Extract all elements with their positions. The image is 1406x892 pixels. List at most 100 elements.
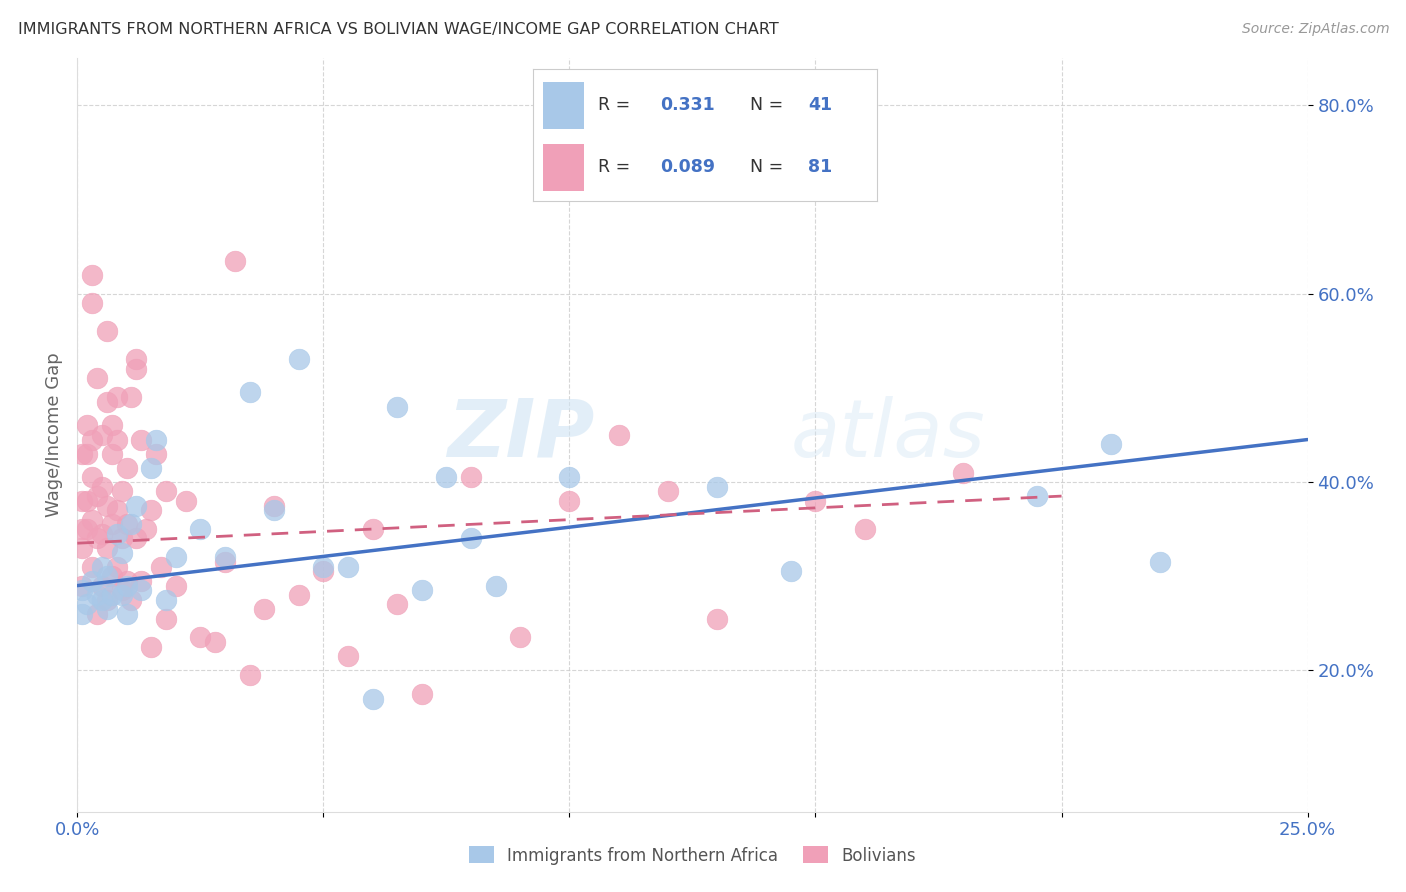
Point bbox=[90, 526, 114, 541]
Point bbox=[121, 517, 143, 532]
Point bbox=[214, 550, 236, 565]
Point bbox=[105, 526, 128, 541]
Point bbox=[263, 499, 285, 513]
Point bbox=[111, 484, 132, 499]
Point bbox=[385, 400, 409, 414]
Point bbox=[96, 569, 118, 583]
Point bbox=[105, 390, 128, 404]
Point bbox=[129, 583, 153, 598]
Point bbox=[105, 433, 128, 447]
Point bbox=[101, 517, 124, 532]
Point bbox=[1099, 437, 1122, 451]
Point bbox=[165, 579, 187, 593]
Point bbox=[361, 691, 384, 706]
Point bbox=[90, 592, 114, 607]
Point bbox=[509, 631, 531, 645]
Point bbox=[111, 546, 132, 560]
Point bbox=[86, 489, 108, 503]
Point bbox=[558, 493, 581, 508]
Legend: Immigrants from Northern Africa, Bolivians: Immigrants from Northern Africa, Bolivia… bbox=[463, 839, 922, 871]
Point bbox=[204, 635, 226, 649]
Point bbox=[141, 503, 163, 517]
Point bbox=[70, 607, 93, 621]
Point bbox=[82, 268, 104, 282]
Point bbox=[105, 559, 128, 574]
Point bbox=[337, 559, 360, 574]
Point bbox=[239, 668, 262, 682]
Point bbox=[101, 569, 124, 583]
Point bbox=[111, 583, 132, 598]
Point bbox=[115, 574, 138, 588]
Point bbox=[155, 592, 177, 607]
Point bbox=[1149, 555, 1171, 569]
Point bbox=[115, 607, 138, 621]
Point bbox=[82, 513, 104, 527]
Point bbox=[96, 592, 118, 607]
Point bbox=[804, 493, 827, 508]
Point bbox=[125, 499, 148, 513]
Point bbox=[115, 460, 138, 475]
Point bbox=[129, 433, 153, 447]
Point bbox=[86, 371, 108, 385]
Point bbox=[70, 522, 93, 536]
Point bbox=[657, 484, 679, 499]
Point bbox=[141, 460, 163, 475]
Point bbox=[82, 433, 104, 447]
Point bbox=[86, 588, 108, 602]
Point bbox=[706, 611, 728, 625]
Point bbox=[76, 598, 98, 612]
Point bbox=[253, 602, 276, 616]
Point bbox=[82, 559, 104, 574]
Point bbox=[135, 522, 157, 536]
Point bbox=[90, 480, 114, 494]
Point bbox=[101, 588, 124, 602]
Point bbox=[853, 522, 876, 536]
Point bbox=[96, 395, 118, 409]
Point bbox=[70, 583, 93, 598]
Point bbox=[411, 583, 433, 598]
Point bbox=[141, 640, 163, 654]
Point bbox=[90, 428, 114, 442]
Point bbox=[706, 480, 728, 494]
Point bbox=[70, 447, 93, 461]
Point bbox=[214, 555, 236, 569]
Point bbox=[101, 447, 124, 461]
Point bbox=[76, 493, 98, 508]
Point bbox=[145, 433, 167, 447]
Point bbox=[385, 598, 409, 612]
Point bbox=[460, 470, 482, 484]
Point bbox=[90, 559, 114, 574]
Point bbox=[188, 631, 212, 645]
Point bbox=[115, 517, 138, 532]
Point bbox=[436, 470, 458, 484]
Point bbox=[607, 428, 630, 442]
Point bbox=[121, 592, 143, 607]
Point bbox=[82, 470, 104, 484]
Point bbox=[174, 493, 197, 508]
Text: IMMIGRANTS FROM NORTHERN AFRICA VS BOLIVIAN WAGE/INCOME GAP CORRELATION CHART: IMMIGRANTS FROM NORTHERN AFRICA VS BOLIV… bbox=[18, 22, 779, 37]
Point bbox=[125, 352, 148, 367]
Point bbox=[86, 607, 108, 621]
Point bbox=[76, 447, 98, 461]
Point bbox=[105, 503, 128, 517]
Point bbox=[361, 522, 384, 536]
Point bbox=[145, 447, 167, 461]
Point bbox=[96, 324, 118, 338]
Point bbox=[312, 559, 335, 574]
Point bbox=[460, 532, 482, 546]
Point bbox=[337, 649, 360, 664]
Point bbox=[82, 574, 104, 588]
Point bbox=[155, 484, 177, 499]
Point bbox=[288, 588, 311, 602]
Point bbox=[111, 588, 132, 602]
Text: atlas: atlas bbox=[792, 396, 986, 474]
Point bbox=[411, 687, 433, 701]
Point bbox=[288, 352, 311, 367]
Point bbox=[70, 579, 93, 593]
Point bbox=[224, 253, 246, 268]
Point bbox=[155, 611, 177, 625]
Point bbox=[780, 565, 803, 579]
Point bbox=[96, 541, 118, 555]
Point bbox=[76, 522, 98, 536]
Text: ZIP: ZIP bbox=[447, 396, 595, 474]
